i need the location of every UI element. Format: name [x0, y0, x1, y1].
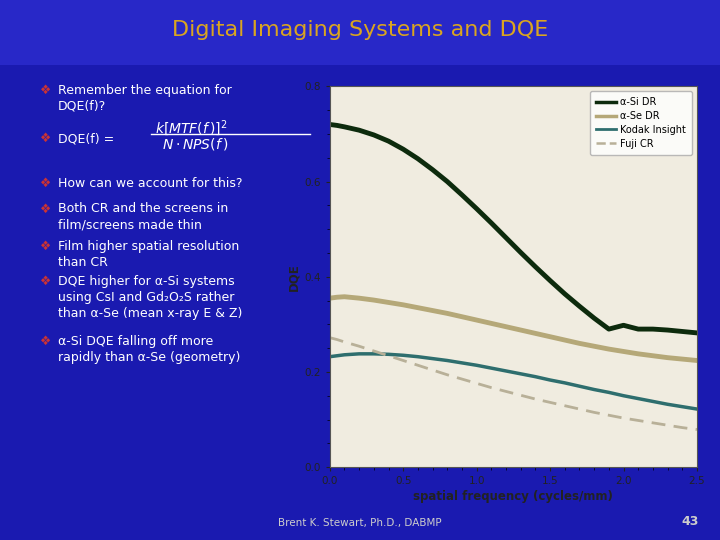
- X-axis label: spatial frequency (cycles/mm): spatial frequency (cycles/mm): [413, 490, 613, 503]
- Text: Digital Imaging Systems and DQE: Digital Imaging Systems and DQE: [172, 19, 548, 40]
- Text: ❖: ❖: [40, 132, 51, 145]
- Text: DQE higher for α-Si systems
using CsI and Gd₂O₂S rather
than α-Se (mean x-ray E : DQE higher for α-Si systems using CsI an…: [58, 275, 242, 320]
- Text: ❖: ❖: [40, 335, 51, 348]
- Text: Film higher spatial resolution
than CR: Film higher spatial resolution than CR: [58, 240, 239, 269]
- Text: ❖: ❖: [40, 202, 51, 215]
- Text: $k\left[MTF(f\,)\right]^2$: $k\left[MTF(f\,)\right]^2$: [155, 118, 228, 138]
- Text: α-Si DQE falling off more
rapidly than α-Se (geometry): α-Si DQE falling off more rapidly than α…: [58, 335, 240, 364]
- Text: ❖: ❖: [40, 84, 51, 97]
- Legend: α-Si DR, α-Se DR, Kodak Insight, Fuji CR: α-Si DR, α-Se DR, Kodak Insight, Fuji CR: [590, 91, 692, 154]
- Text: ❖: ❖: [40, 275, 51, 288]
- Text: 43: 43: [681, 515, 698, 528]
- Text: Brent K. Stewart, Ph.D., DABMP: Brent K. Stewart, Ph.D., DABMP: [278, 518, 442, 528]
- Text: ❖: ❖: [40, 240, 51, 253]
- Text: $N \cdot NPS(f\,)$: $N \cdot NPS(f\,)$: [162, 136, 228, 152]
- Text: ❖: ❖: [40, 177, 51, 190]
- Text: Remember the equation for
DQE(f)?: Remember the equation for DQE(f)?: [58, 84, 231, 113]
- Text: How can we account for this?: How can we account for this?: [58, 177, 242, 190]
- Text: Both CR and the screens in
film/screens made thin: Both CR and the screens in film/screens …: [58, 202, 228, 232]
- Y-axis label: DQE: DQE: [287, 263, 300, 291]
- Text: DQE(f) =: DQE(f) =: [58, 132, 114, 145]
